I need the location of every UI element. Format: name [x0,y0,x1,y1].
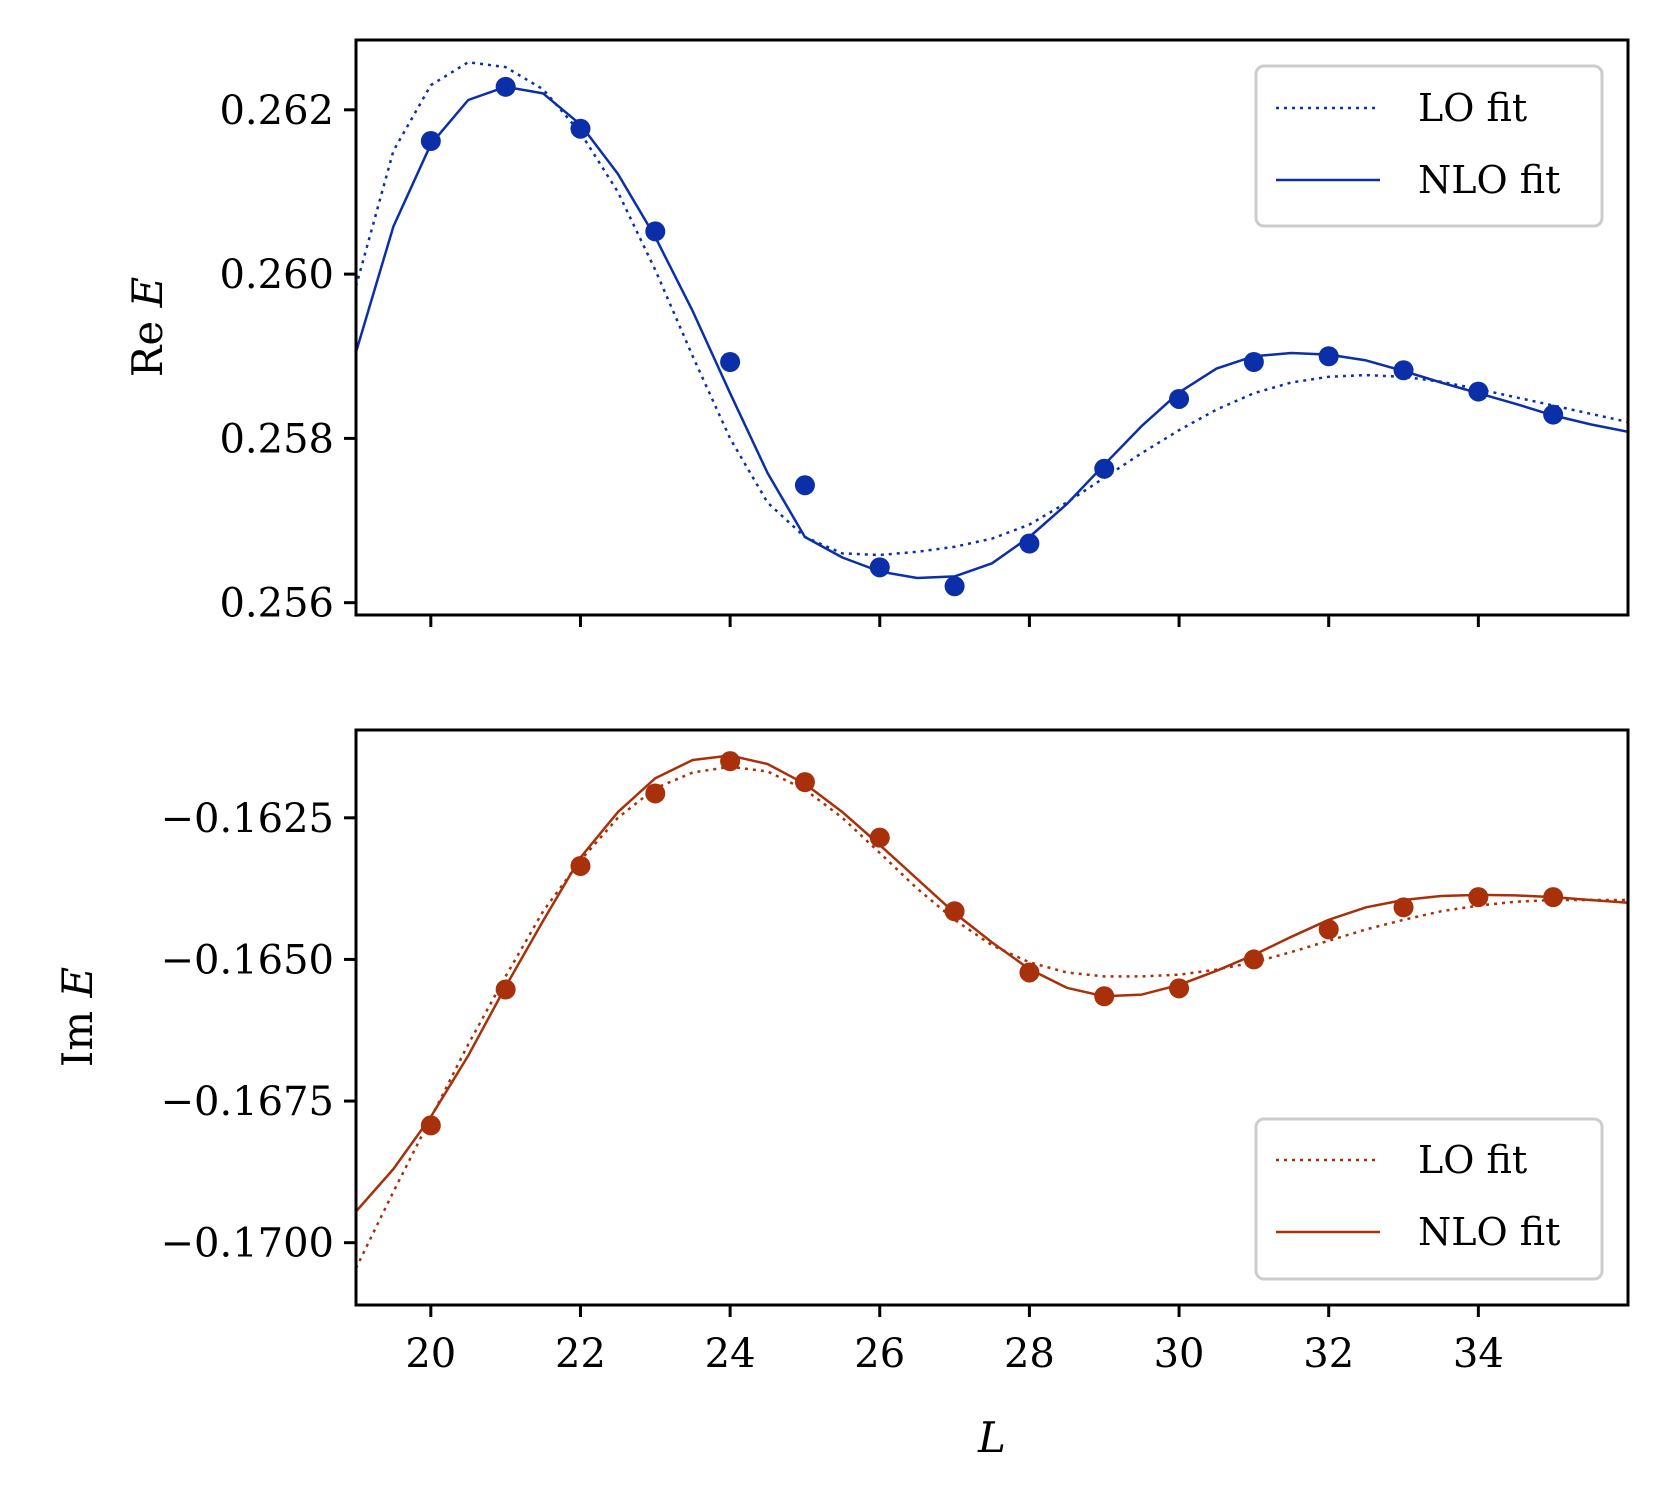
data-point-imag [570,855,591,876]
data-point-imag [1169,978,1190,999]
data-point-imag [794,772,815,793]
data-point-imag [720,751,741,772]
data-point-real [645,221,666,242]
legend-label-lo-imag: LO fit [1418,1138,1527,1182]
legend-imag: LO fit NLO fit [1254,1117,1604,1281]
y-tick-label-imag: −0.1700 [161,1221,334,1267]
panel-real-part: 0.256 0.258 0.260 0.262 Re E LO fit NLO fit [123,38,1630,627]
data-point-imag [1318,919,1339,940]
data-point-real [1243,352,1264,372]
legend-box-real [1254,64,1604,228]
x-tick-label-imag: 32 [1303,1331,1354,1377]
data-point-real [420,131,441,152]
series-lines-imag [356,754,1628,1269]
y-tick-label-imag: −0.1650 [161,937,334,983]
data-point-real [944,576,965,597]
x-tick-label-imag: 28 [1004,1331,1055,1377]
legend-label-lo-real: LO fit [1418,86,1527,130]
lo-fit-line-imag [356,765,1628,1269]
data-point-imag [1094,986,1115,1007]
data-points-imag [420,751,1564,1136]
x-tick-label-imag: 22 [555,1331,606,1377]
y-tick-label-real: 0.260 [219,252,334,298]
data-point-real [1318,346,1339,367]
data-point-imag [495,979,516,1000]
legend-real: LO fit NLO fit [1254,64,1604,228]
data-point-real [495,76,516,97]
x-ticks-imag: 20 22 24 26 28 30 32 34 [405,1305,1504,1377]
plot-frame-imag [354,728,1630,1307]
panel-imag-part: −0.1700 −0.1675 −0.1650 −0.1625 20 22 24 26 28 3… [53,728,1630,1462]
data-point-real [869,557,890,578]
legend-label-nlo-imag: NLO fit [1418,1210,1560,1254]
data-point-real [1169,388,1190,409]
data-point-real [1094,458,1115,479]
x-tick-label-imag: 30 [1154,1331,1205,1377]
data-point-imag [1468,887,1489,908]
data-point-imag [944,901,965,922]
data-point-real [1019,533,1040,554]
y-tick-label-real: 0.258 [219,416,334,462]
data-points-real [420,76,1564,597]
series-lines-real [356,60,1628,580]
data-point-real [1393,360,1414,381]
plot-frame-real [354,38,1630,617]
y-ticks-real: 0.256 0.258 0.260 0.262 [219,88,356,627]
data-point-imag [420,1115,441,1136]
y-tick-label-real: 0.262 [219,88,334,134]
y-tick-label-imag: −0.1625 [161,796,334,842]
data-point-imag [1019,962,1040,983]
data-point-imag [1243,949,1264,970]
data-point-imag [1543,887,1564,908]
y-axis-title-real: Re E [123,277,172,378]
data-point-imag [869,827,890,848]
data-point-real [794,475,815,496]
data-point-imag [1393,897,1414,918]
data-point-imag [645,783,666,804]
data-point-real [720,352,741,372]
y-axis-title-imag: Im E [53,967,102,1067]
nlo-fit-line-real [356,85,1628,580]
data-point-real [570,118,591,139]
x-tick-label-imag: 20 [405,1331,456,1377]
y-ticks-imag: −0.1700 −0.1675 −0.1650 −0.1625 [161,796,356,1267]
lo-fit-line-real [356,60,1628,557]
x-axis-title: L [977,1413,1006,1462]
x-tick-label-imag: 26 [854,1331,905,1377]
y-tick-label-imag: −0.1675 [161,1079,334,1125]
y-tick-label-real: 0.256 [219,581,334,627]
x-ticks-real [429,615,1480,627]
x-tick-label-imag: 24 [705,1331,756,1377]
legend-label-nlo-real: NLO fit [1418,158,1560,202]
data-point-real [1543,404,1564,425]
x-tick-label-imag: 34 [1453,1331,1504,1377]
nlo-fit-line-imag [356,754,1628,1213]
data-point-real [1468,381,1489,402]
